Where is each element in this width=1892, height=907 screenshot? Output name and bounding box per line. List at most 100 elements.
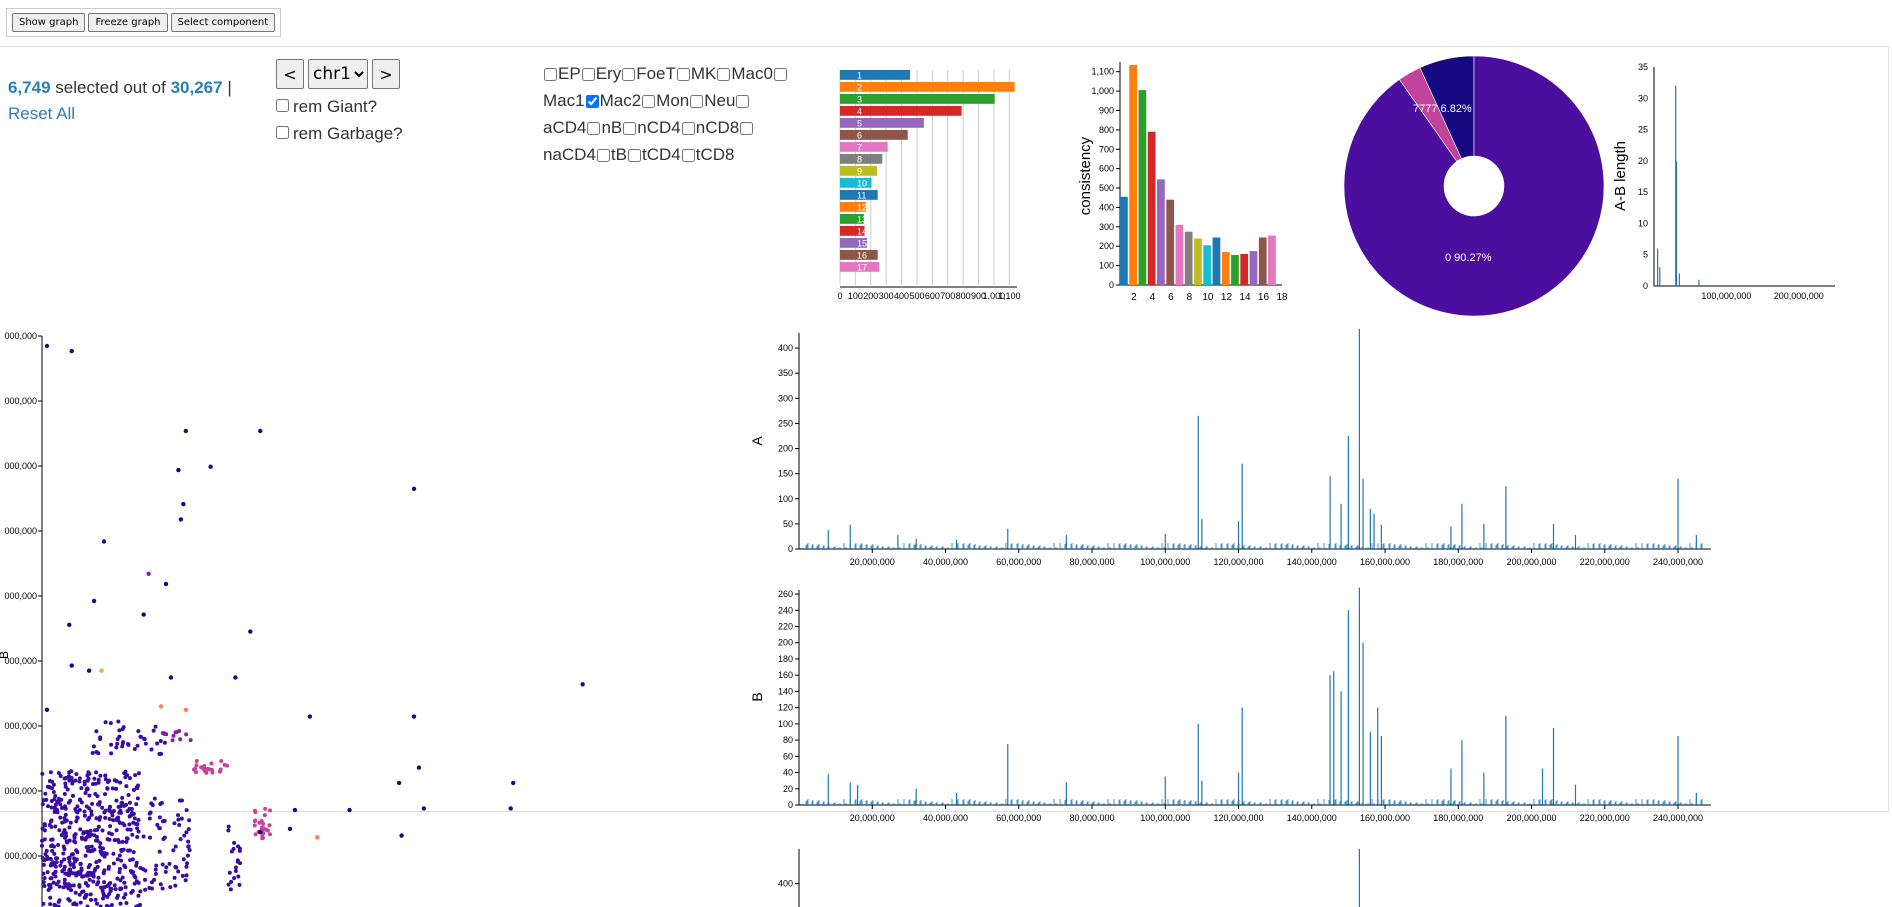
scatter-point [81,830,86,835]
cell-type-checkbox[interactable] [544,68,557,82]
cell-type-tB[interactable]: tB [611,145,642,164]
scatter-point [260,835,265,840]
scatter-point [72,901,77,906]
cell-type-Mac1[interactable]: Mac1 [543,91,600,110]
scatter-point [47,822,52,827]
scatter-point [73,840,78,845]
cell-type-nB[interactable]: nB [601,118,637,137]
cell-type-filters: EP Ery FoeT MK Mac0 Mac1 Mac2 Mon Neu aCD4 nB nCD4 n… [543,60,803,168]
genome-x-tick-label: 20,000,000 [850,813,895,823]
cell-type-Mon[interactable]: Mon [656,91,704,110]
scatter-point [89,832,94,837]
cell-type-tCD4[interactable]: tCD4 [642,145,696,164]
scatter-point [265,828,270,833]
cell-type-nCD4[interactable]: nCD4 [637,118,695,137]
cell-type-checkbox[interactable] [581,68,595,82]
scatter-point [187,818,192,823]
filter-garbage-checkbox[interactable] [276,126,289,139]
next-chrom-button[interactable]: > [372,59,400,89]
scatter-point [157,825,162,830]
genome-x-tick-label: 100,000,000 [1140,813,1190,823]
cell-type-checkbox[interactable] [623,122,637,136]
cell-type-checkbox[interactable] [585,95,599,109]
show-graph-button[interactable]: Show graph [12,13,86,32]
cell-type-checkbox[interactable] [681,149,695,163]
scatter-point [141,834,146,839]
scatter-point [68,867,73,872]
scatter-point [108,880,113,885]
scatter-point [130,870,135,875]
scatter-point [119,858,124,863]
scatter-point [41,901,46,906]
cell-type-checkbox[interactable] [642,95,656,109]
scatter-point [58,863,63,868]
scatter-point [49,876,54,881]
cell-type-nCD8[interactable]: nCD8 [696,118,754,137]
scatter-point [67,857,72,862]
prev-chrom-button[interactable]: < [276,59,304,89]
scatter-point [157,815,162,820]
scatter-point [42,822,47,827]
cell-type-tCD8[interactable]: tCD8 [696,145,735,164]
scatter-point [119,848,124,853]
scatter-point [149,880,154,885]
scatter-point [78,900,83,905]
scatter-point [42,823,47,828]
scatter-point [92,868,97,873]
genome-x-tick-label: 180,000,000 [1433,813,1483,823]
cell-type-checkbox[interactable] [676,68,690,82]
scatter-point [102,868,107,873]
cell-type-Mac0[interactable]: Mac0 [731,64,788,83]
cell-type-checkbox[interactable] [681,122,695,136]
scatter-point [79,868,84,873]
cell-type-checkbox[interactable] [736,95,750,109]
scatter-point [107,892,112,897]
cell-type-EP[interactable]: EP [543,64,596,83]
scatter-point [229,849,234,854]
cell-type-checkbox[interactable] [596,149,610,163]
scatter-point [61,844,66,849]
scatter-point [110,813,115,818]
cell-type-Ery[interactable]: Ery [596,64,637,83]
scatter-point [261,821,266,826]
scatter-point [87,815,92,820]
filter-garbage[interactable]: rem Garbage? [276,120,403,147]
reset-all-link[interactable]: Reset All [8,104,76,123]
filter-giant-checkbox[interactable] [276,99,289,112]
cell-type-aCD4[interactable]: aCD4 [543,118,601,137]
scatter-point [229,879,234,884]
cell-type-MK[interactable]: MK [691,64,732,83]
scatter-point [121,895,126,900]
scatter-point [157,826,162,831]
scatter-point [152,877,157,882]
scatter-point [83,893,88,898]
cell-type-checkbox[interactable] [773,68,787,82]
scatter-point [176,813,181,818]
scatter-point [78,861,83,866]
scatter-point [160,819,165,824]
filter-giant[interactable]: rem Giant? [276,93,403,120]
select-component-button[interactable]: Select component [170,13,276,32]
cell-type-checkbox[interactable] [587,122,601,136]
cell-type-checkbox[interactable] [627,149,641,163]
scatter-point [92,833,97,838]
cell-type-checkbox[interactable] [690,95,704,109]
cell-type-Mac2[interactable]: Mac2 [600,91,657,110]
cell-type-checkbox[interactable] [740,122,754,136]
chrom-select[interactable]: chr1 [308,59,368,89]
cell-type-checkbox[interactable] [622,68,636,82]
scatter-point [233,869,238,874]
cell-type-FoeT[interactable]: FoeT [636,64,691,83]
cell-type-naCD4[interactable]: naCD4 [543,145,611,164]
cell-type-checkbox[interactable] [717,68,731,82]
scatter-point [119,848,124,853]
freeze-graph-button[interactable]: Freeze graph [88,13,168,32]
scatter-point [226,882,231,887]
genome-x-tick-label: 160,000,000 [1360,813,1410,823]
cell-type-Neu[interactable]: Neu [704,91,750,110]
scatter-point [120,875,125,880]
scatter-point [56,899,61,904]
genome-x-tick-label: 200,000,000 [1506,813,1556,823]
scatter-point [66,872,71,877]
scatter-point [53,869,58,874]
